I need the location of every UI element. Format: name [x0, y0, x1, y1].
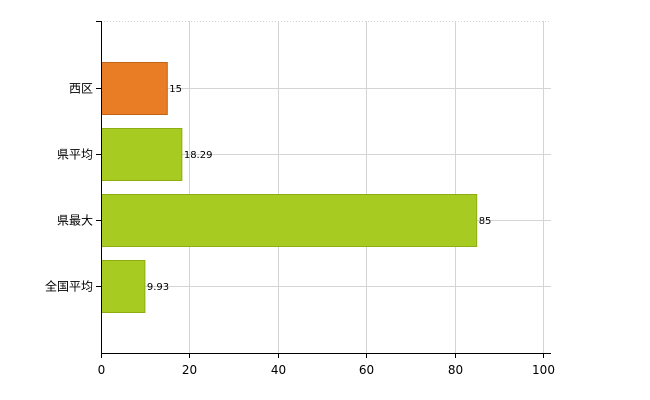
bar-1: [101, 128, 183, 181]
y-tick-label-3: 全国平均: [45, 279, 93, 294]
data-label-1: 18.29: [184, 150, 213, 161]
y-tick-label-2: 県最大: [57, 214, 93, 228]
x-tick-label-0: 0: [98, 363, 106, 377]
bar-2: [101, 194, 478, 247]
x-tick-label-2: 40: [271, 363, 286, 377]
bars: [101, 62, 478, 313]
grid: [101, 21, 551, 353]
y-tick-label-1: 県平均: [57, 148, 93, 162]
bar-0: [101, 62, 168, 115]
x-tick-label-4: 80: [448, 363, 463, 377]
data-label-2: 85: [479, 216, 492, 227]
bar-3: [101, 260, 146, 313]
axes: [96, 21, 551, 358]
x-tick-label-5: 100: [532, 363, 555, 377]
y-tick-label-0: 西区: [69, 82, 93, 96]
data-label-3: 9.93: [147, 282, 169, 293]
x-tick-label-3: 60: [359, 363, 374, 377]
x-tick-label-1: 20: [182, 363, 197, 377]
data-label-0: 15: [169, 84, 182, 95]
